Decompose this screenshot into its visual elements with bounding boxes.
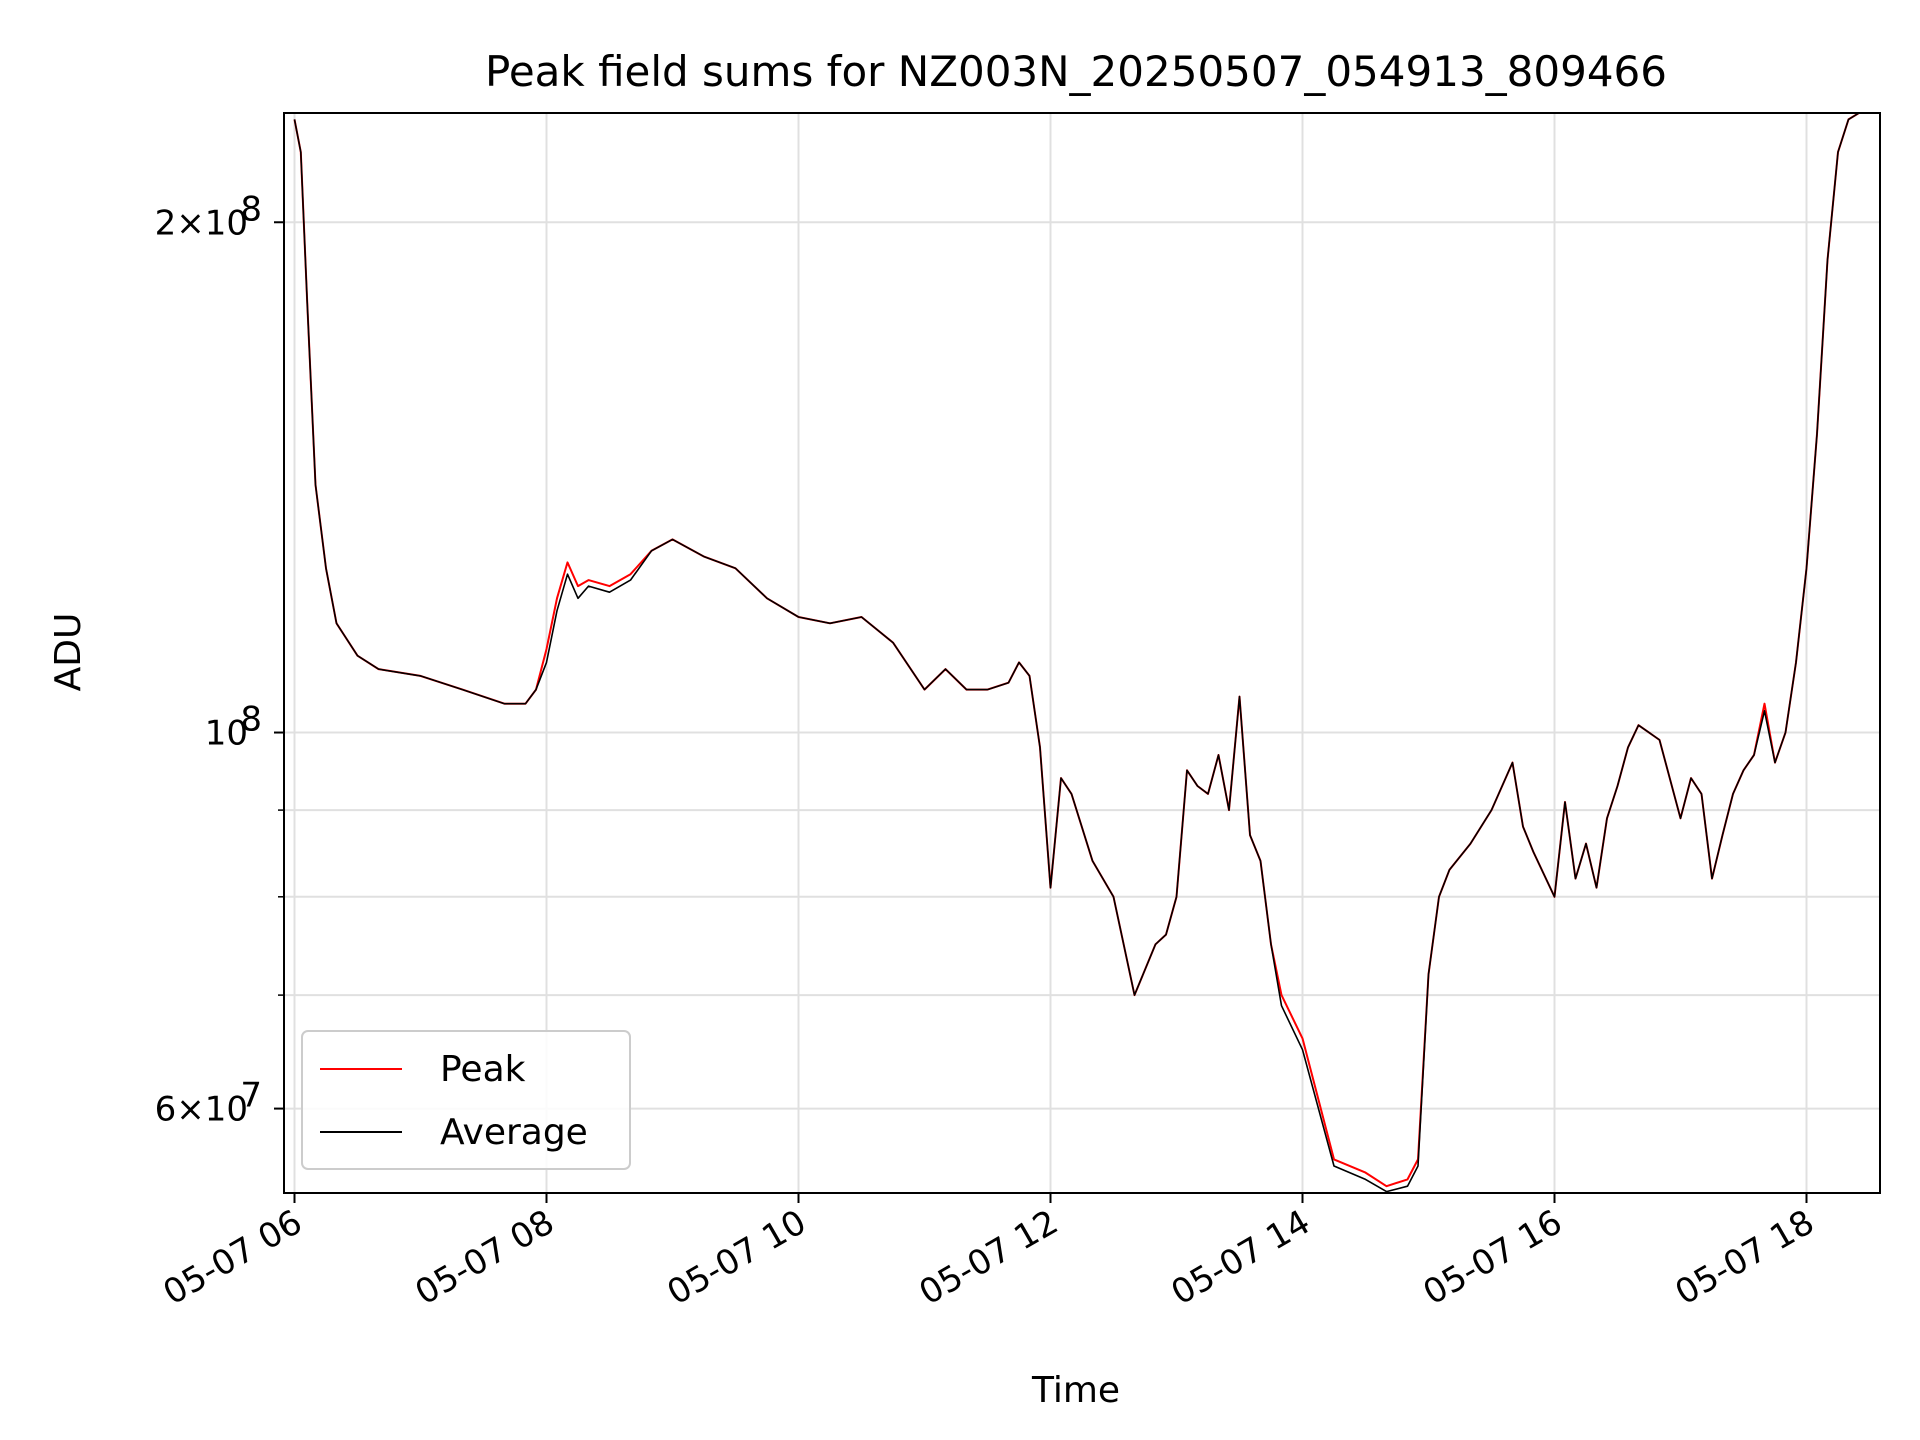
y-tick-exponent: 7 (240, 1076, 262, 1116)
series-line-average (293, 112, 1860, 1193)
y-tick-label: 82×10 (155, 189, 262, 243)
y-tick-base: 10 (205, 714, 248, 754)
chart-title: Peak field sums for NZ003N_20250507_0549… (485, 47, 1667, 96)
y-tick-exponent: 8 (240, 700, 262, 740)
legend-label-average: Average (440, 1112, 588, 1153)
y-tick-base: 6×10 (155, 1090, 248, 1130)
legend-label-peak: Peak (440, 1049, 526, 1090)
plot-lines (293, 112, 1860, 1193)
plot-frame (283, 112, 1881, 1194)
legend-box (301, 1030, 631, 1170)
y-tick-exponent: 8 (240, 189, 262, 229)
legend: Peak Average (301, 1030, 631, 1170)
y-tick-label: 76×10 (155, 1076, 262, 1130)
y-tick-base: 2×10 (155, 203, 248, 243)
x-axis-label: Time (1031, 1370, 1120, 1411)
y-tick-label: 810 (205, 700, 262, 754)
y-axis-label: ADU (48, 613, 89, 692)
